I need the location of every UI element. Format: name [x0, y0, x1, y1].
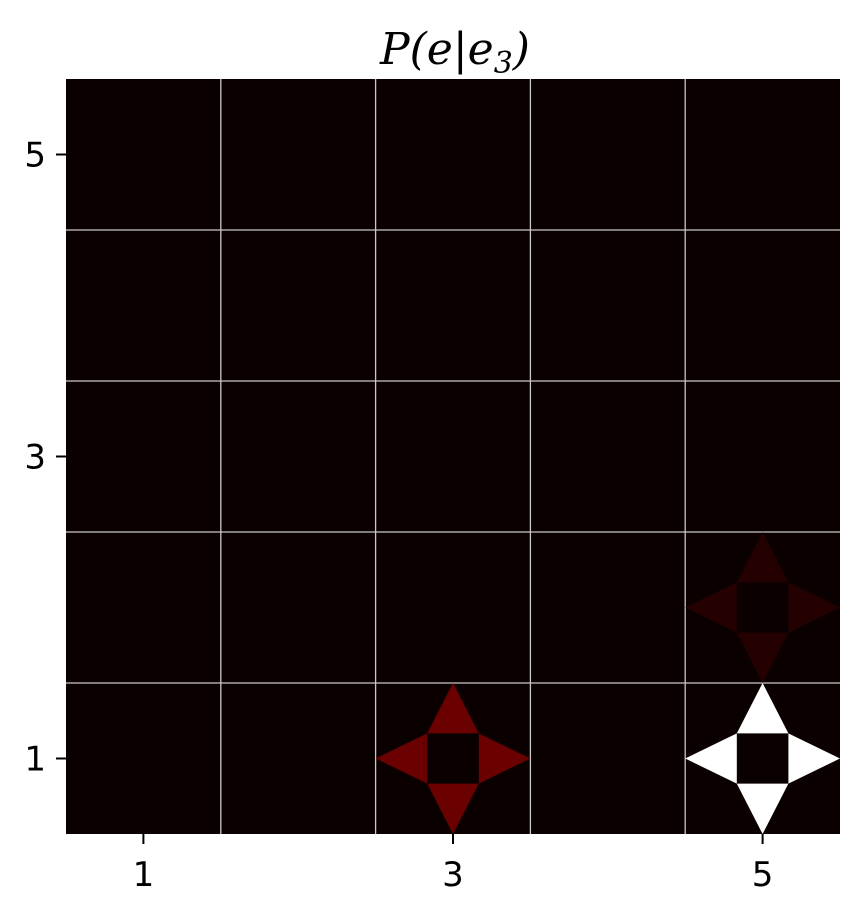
y-axis: 1 3 5: [24, 136, 66, 780]
cell-markers: [375, 532, 840, 834]
marker-left-triangle: [685, 582, 737, 633]
marker-down-triangle: [736, 632, 789, 683]
y-tick-label: 5: [24, 136, 46, 176]
marker-up-triangle: [736, 683, 789, 734]
marker-right-triangle: [788, 582, 840, 633]
y-tick-label: 3: [24, 438, 46, 478]
x-tick-label: 5: [752, 855, 774, 895]
grid-lines: [66, 79, 840, 834]
x-tick-label: 1: [133, 855, 155, 895]
marker-right-triangle: [478, 733, 531, 784]
marker-up-triangle: [736, 532, 789, 583]
marker-down-triangle: [427, 783, 479, 834]
cell-marker: [375, 683, 531, 834]
marker-up-triangle: [427, 683, 479, 734]
marker-left-triangle: [685, 733, 737, 784]
chart-title-subscript: 3: [494, 46, 513, 81]
cell-marker: [685, 683, 840, 834]
chart-title: P(e|e3): [379, 24, 530, 81]
cell-marker: [685, 532, 840, 683]
y-tick-label: 1: [24, 740, 46, 780]
x-tick-label: 3: [442, 855, 464, 895]
x-axis: 1 3 5: [133, 834, 774, 895]
marker-left-triangle: [375, 733, 428, 784]
marker-down-triangle: [736, 783, 789, 834]
marker-right-triangle: [788, 733, 840, 784]
